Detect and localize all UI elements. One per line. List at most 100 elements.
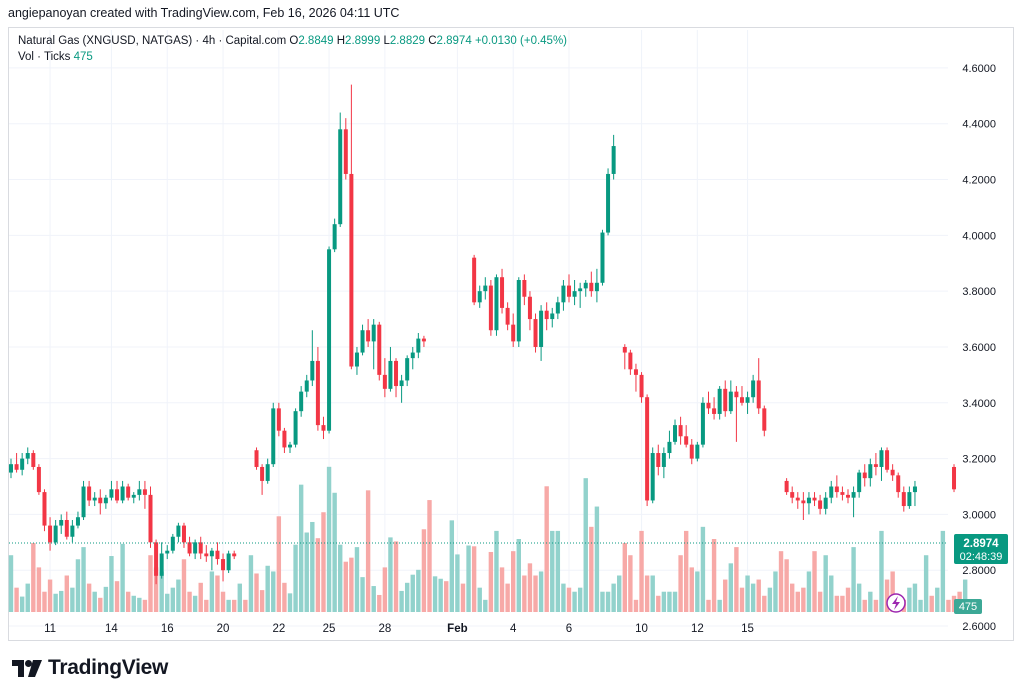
candle: [226, 550, 231, 574]
volume-bar: [421, 529, 427, 612]
volume-bar: [611, 583, 616, 612]
candle-body: [851, 492, 856, 498]
candle-body: [650, 453, 655, 501]
candle: [639, 372, 644, 403]
volume-bar: [594, 506, 600, 612]
low-label: L: [383, 35, 390, 47]
candle: [332, 218, 337, 253]
candle-body: [700, 402, 705, 445]
tradingview-logo[interactable]: TradingView: [12, 656, 168, 680]
candle-body: [31, 453, 36, 467]
volume-bar: [756, 579, 761, 612]
candle-body: [131, 494, 136, 498]
candle: [795, 492, 800, 509]
volume-bar: [282, 582, 287, 612]
candle: [907, 486, 912, 509]
volume-bar: [360, 577, 365, 612]
candle-body: [64, 520, 69, 537]
volume-bar: [711, 539, 717, 612]
volume-bar: [577, 587, 583, 612]
candle-body: [661, 453, 666, 467]
volume-bar: [404, 582, 410, 612]
candle: [53, 520, 58, 546]
volume-bar: [745, 575, 750, 612]
candle-body: [801, 500, 806, 504]
candle: [310, 330, 315, 387]
volume-bar: [488, 551, 494, 612]
candle: [734, 386, 739, 442]
volume-bar: [343, 561, 348, 612]
candle-body: [148, 494, 153, 543]
symbol-title: Natural Gas (XNGUSD, NATGAS) · 4h · Capi…: [18, 35, 287, 47]
volume-bar: [444, 581, 449, 612]
candle: [221, 553, 226, 582]
volume-bar: [75, 559, 81, 612]
candle: [20, 453, 25, 476]
volume-bar: [432, 576, 438, 612]
time-tick-label: 14: [105, 623, 118, 635]
candle-body: [868, 464, 873, 479]
volume-bar: [137, 597, 142, 612]
volume-bar: [438, 578, 443, 612]
candle-body: [332, 224, 337, 250]
volume-bar: [399, 590, 404, 612]
volume-label: Vol · Ticks: [18, 51, 71, 63]
volume-bar: [589, 526, 594, 612]
candle-body: [806, 497, 811, 504]
candle-body: [717, 388, 722, 414]
time-tick-label: 22: [272, 623, 285, 635]
candle: [656, 444, 661, 476]
candle-body: [265, 464, 270, 481]
volume-bar: [739, 587, 745, 612]
candle: [695, 441, 700, 462]
volume-bar: [382, 567, 388, 612]
volume-bar: [644, 575, 650, 612]
candle: [293, 408, 298, 448]
volume-bar: [661, 591, 667, 612]
price-tick-label: 4.0000: [962, 230, 996, 242]
volume-bar: [466, 545, 471, 612]
candle-body: [25, 453, 30, 459]
chart-panel[interactable]: [8, 27, 1014, 641]
volume-bar: [527, 563, 533, 612]
bar-countdown: 02:48:39: [960, 551, 1003, 563]
volume-bar: [8, 555, 14, 612]
candle-body: [36, 466, 41, 493]
candle-body: [187, 542, 192, 554]
candle: [594, 268, 599, 303]
volume-bar: [762, 595, 767, 612]
volume-bar: [929, 595, 934, 612]
price-axis[interactable]: 2.6000 2.8000 3.0000 3.2000 3.4000 3.6000 3.80…: [962, 63, 996, 633]
candle: [81, 480, 86, 520]
candle: [165, 545, 170, 560]
candle-body: [790, 492, 795, 498]
volume-bar: [192, 595, 198, 612]
candle: [790, 486, 795, 504]
volume-bar: [19, 596, 25, 612]
candle: [137, 480, 142, 501]
volume-bar: [695, 571, 700, 612]
change-value: +0.0130 (+0.45%): [474, 35, 568, 47]
candle-body: [516, 280, 521, 342]
lightning-icon[interactable]: [886, 593, 906, 613]
candle: [204, 545, 209, 562]
volume-bar: [639, 530, 644, 612]
volume-bar: [829, 575, 834, 612]
candle-body: [221, 559, 226, 571]
volume-bar: [700, 526, 706, 612]
volume-bar: [377, 594, 382, 612]
candle: [327, 246, 332, 434]
candle: [14, 453, 19, 473]
candle-body: [405, 358, 410, 381]
candle-body: [53, 525, 58, 543]
volume-bar: [717, 599, 722, 612]
candle-body: [394, 360, 399, 387]
candle-body: [315, 360, 320, 426]
candle-body: [494, 277, 499, 331]
volume-bar: [427, 500, 432, 612]
volume-bar: [940, 530, 946, 612]
candle-body: [734, 391, 739, 398]
volume-bar: [477, 587, 482, 612]
time-axis[interactable]: 11 14 16 20 22 25 28 Feb 4 6 10 12 15: [44, 623, 754, 635]
